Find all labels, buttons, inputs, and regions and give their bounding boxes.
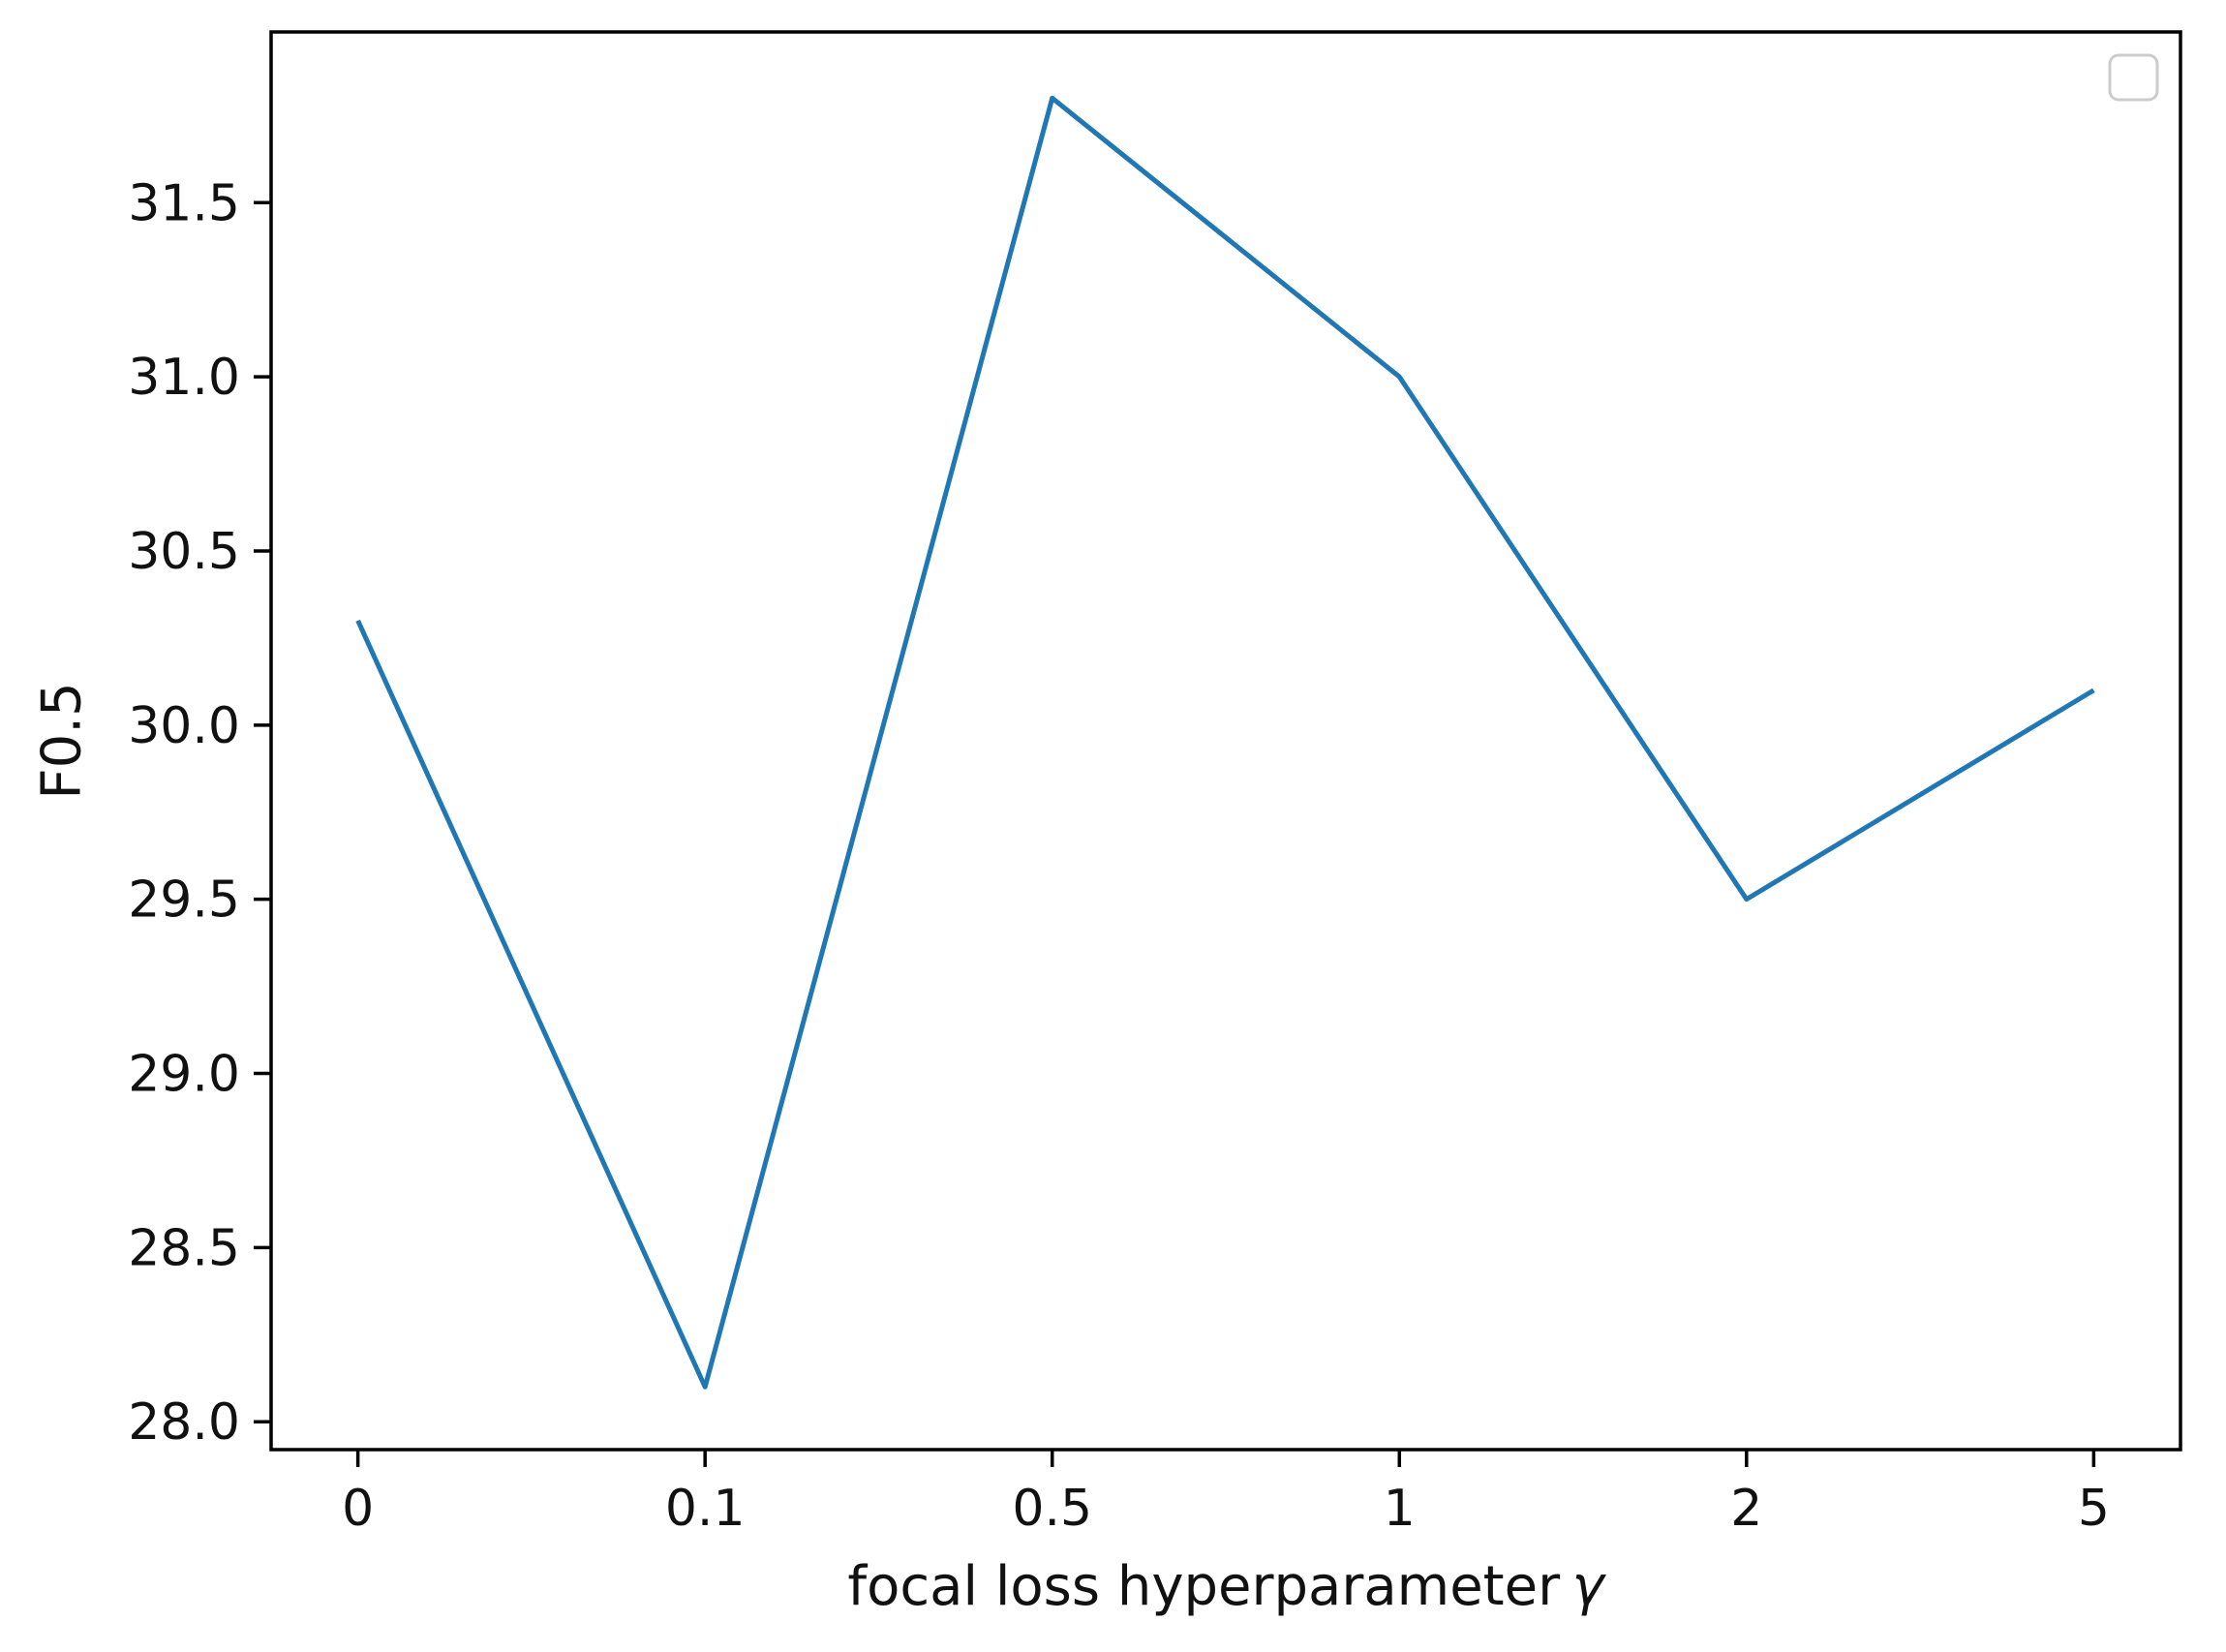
x-tick-label: 0 xyxy=(342,1480,374,1538)
x-tick-label: 0.1 xyxy=(665,1480,746,1538)
x-tick-label: 5 xyxy=(2078,1480,2110,1538)
y-tick-label: 30.5 xyxy=(128,523,240,581)
x-tick-label: 2 xyxy=(1730,1480,1762,1538)
y-tick-label: 31.0 xyxy=(128,349,240,407)
y-axis-label: F0.5 xyxy=(30,682,94,800)
x-axis-ticks: 0 0.1 0.5 1 2 5 xyxy=(342,1450,2110,1538)
plot-area xyxy=(269,30,2182,1452)
x-axis-label-text: focal loss hyperparameter xyxy=(847,1555,1561,1618)
y-tick-label: 29.5 xyxy=(128,872,240,930)
y-tick-label: 29.0 xyxy=(128,1046,240,1104)
x-tick-label: 0.5 xyxy=(1012,1480,1092,1538)
y-tick-label: 28.5 xyxy=(128,1219,240,1277)
y-axis-ticks: 28.0 28.5 29.0 29.5 30.0 30.5 31.0 31.5 xyxy=(128,174,271,1452)
x-axis-label: focal loss hyperparameter γ xyxy=(271,1555,2180,1618)
x-tick-label: 1 xyxy=(1384,1480,1416,1538)
gamma-symbol: γ xyxy=(1571,1555,1604,1618)
series-line xyxy=(355,95,2095,1390)
legend-box xyxy=(2108,53,2159,102)
y-tick-label: 28.0 xyxy=(128,1393,240,1452)
y-tick-label: 30.0 xyxy=(128,697,240,755)
y-tick-label: 31.5 xyxy=(128,174,240,232)
